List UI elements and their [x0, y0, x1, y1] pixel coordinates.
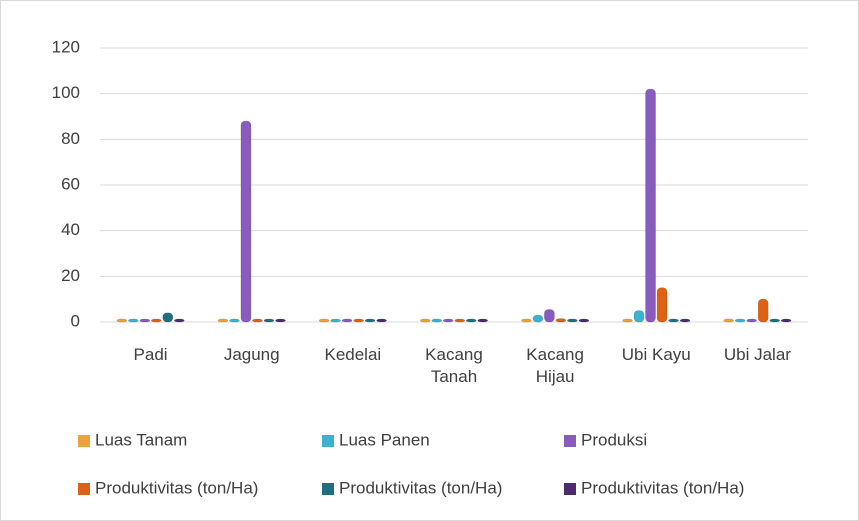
x-tick-label: Jagung — [223, 345, 280, 364]
bar — [567, 318, 578, 323]
x-tick-label: Kacang Tanah — [425, 345, 483, 386]
legend-swatch — [322, 435, 334, 447]
y-tick-label: 40 — [61, 220, 80, 239]
legend-label: Luas Panen — [339, 430, 430, 449]
bar — [656, 287, 668, 323]
bar — [263, 318, 275, 323]
bar — [240, 120, 252, 323]
bar — [116, 318, 128, 323]
bar — [734, 318, 746, 323]
legend-label: Produktivitas (ton/Ha) — [339, 478, 502, 497]
bar — [431, 318, 442, 323]
x-tick-label: Kacang Hijau — [526, 345, 584, 386]
bar — [723, 318, 734, 323]
legend-label: Produktivitas (ton/Ha) — [95, 478, 258, 497]
bar — [376, 318, 387, 323]
legend-swatch — [78, 483, 90, 495]
bar — [769, 318, 780, 323]
bar — [364, 318, 376, 323]
bar — [420, 318, 431, 323]
bar — [217, 318, 229, 323]
bar — [477, 318, 488, 323]
y-tick-label: 20 — [61, 266, 80, 285]
bar — [622, 318, 633, 323]
bar — [746, 318, 757, 323]
bar — [466, 318, 477, 323]
bar — [668, 318, 679, 323]
legend-label: Produktivitas (ton/Ha) — [581, 478, 744, 497]
bar — [252, 318, 263, 323]
bar — [174, 318, 185, 323]
bar — [275, 318, 286, 323]
x-tick-label: Kedelai — [324, 345, 382, 364]
bar — [645, 88, 656, 323]
x-tick-label: Ubi Kayu — [621, 345, 691, 364]
bar — [353, 318, 364, 323]
bar — [555, 318, 567, 323]
bar — [139, 318, 151, 323]
legend-swatch — [564, 483, 576, 495]
bar — [341, 318, 353, 323]
bar — [532, 314, 544, 323]
y-tick-label: 80 — [61, 129, 80, 148]
x-tick-label: Ubi Jalar — [723, 345, 791, 364]
bar — [330, 318, 341, 323]
bar — [521, 318, 532, 323]
legend-swatch — [78, 435, 90, 447]
bar — [578, 318, 590, 323]
bar — [780, 318, 792, 323]
bar — [544, 309, 555, 323]
y-tick-label: 120 — [52, 37, 80, 56]
legend-swatch — [564, 435, 576, 447]
y-tick-label: 0 — [71, 311, 80, 330]
bar — [128, 318, 139, 323]
bar — [443, 318, 454, 323]
legend-label: Produksi — [581, 430, 647, 449]
bar — [151, 318, 162, 323]
bar — [229, 318, 240, 323]
bar — [454, 318, 465, 323]
legend-label: Luas Tanam — [95, 430, 187, 449]
bar — [679, 318, 691, 323]
y-tick-label: 100 — [52, 83, 80, 102]
bar — [318, 318, 330, 323]
legend-swatch — [322, 483, 334, 495]
x-tick-label: Padi — [133, 345, 168, 364]
bar — [633, 310, 645, 323]
bar — [162, 312, 174, 323]
bar — [757, 298, 769, 323]
y-tick-label: 60 — [61, 174, 80, 193]
